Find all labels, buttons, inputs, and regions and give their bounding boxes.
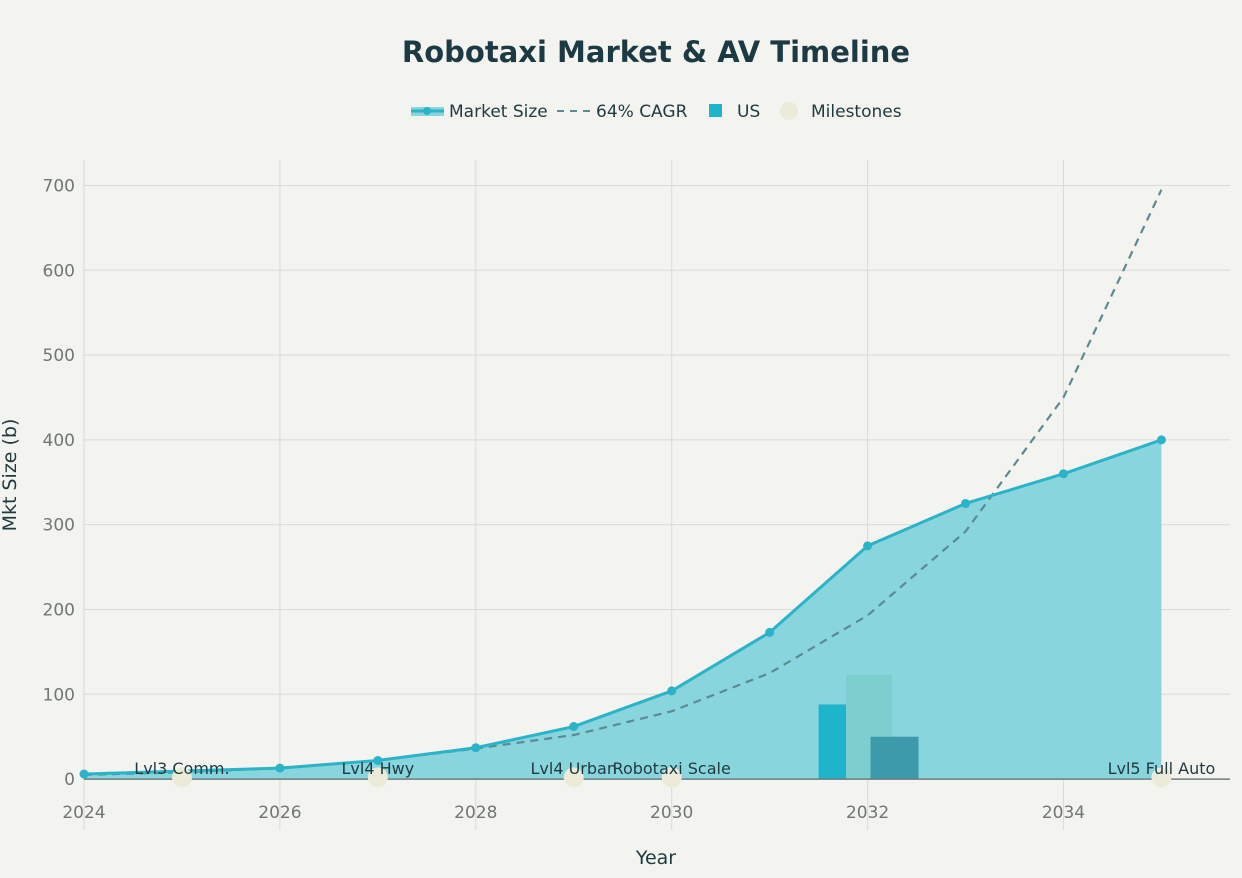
y-tick-label-400: 400	[43, 431, 75, 451]
y-tick-label-500: 500	[43, 346, 75, 366]
market-size-point-2027	[373, 755, 383, 765]
x-tick-label-2024: 2024	[62, 803, 105, 823]
x-tick-label-2032: 2032	[846, 803, 889, 823]
axis-ticks: 0 100 200 300 400 500 600 700 2024 2026 2028 2030 20…	[43, 176, 1086, 823]
market-size-line	[79, 435, 1166, 779]
milestone-label-0: Lvl3 Comm.	[134, 759, 229, 778]
x-tick-label-2034: 2034	[1042, 803, 1085, 823]
legend: Market Size 64% CAGR US Milestones	[411, 102, 902, 122]
milestone-marker-2	[563, 767, 584, 788]
market-size-point-2032	[863, 541, 873, 551]
legend-label-market-size: Market Size	[449, 102, 548, 122]
milestone-label-1: Lvl4 Hwy	[342, 759, 415, 778]
x-tick-label-2030: 2030	[650, 803, 693, 823]
us-bar-2	[870, 736, 919, 780]
milestone-marker-0	[171, 767, 192, 788]
y-tick-label-200: 200	[43, 600, 75, 620]
x-tick-label-2026: 2026	[258, 803, 301, 823]
cagr-dashed-line	[83, 189, 1163, 776]
us-bars	[818, 674, 919, 780]
milestone-marker-3	[661, 767, 682, 788]
market-size-point-2028	[471, 743, 481, 753]
milestone-marker-4	[1151, 767, 1172, 788]
milestone-marker-1	[367, 767, 388, 788]
x-axis-title: Year	[635, 847, 676, 869]
market-size-point-2024	[79, 769, 89, 779]
legend-item-market-size[interactable]: Market Size	[411, 102, 548, 122]
market-size-point-2033	[961, 498, 971, 508]
milestone-label-3: Robotaxi Scale	[613, 759, 731, 778]
y-tick-label-100: 100	[43, 685, 75, 705]
legend-item-milestones[interactable]: Milestones	[780, 102, 902, 122]
cagr-line	[83, 189, 1163, 776]
us-bar-0	[818, 704, 847, 780]
legend-item-us[interactable]: US	[709, 102, 760, 122]
y-tick-label-0: 0	[64, 770, 75, 790]
legend-item-cagr[interactable]: 64% CAGR	[557, 102, 688, 122]
x-tick-label-2028: 2028	[454, 803, 497, 823]
y-tick-label-700: 700	[43, 176, 75, 196]
y-axis-title: Mkt Size (b)	[0, 419, 21, 532]
legend-label-cagr: 64% CAGR	[596, 102, 688, 122]
market-size-point-2026	[275, 763, 285, 773]
legend-square-swatch	[709, 104, 722, 117]
market-size-point-2029	[569, 722, 579, 732]
milestone-label-4: Lvl5 Full Auto	[1108, 759, 1216, 778]
y-tick-label-600: 600	[43, 261, 75, 281]
y-tick-label-300: 300	[43, 516, 75, 536]
market-size-point-2034	[1058, 469, 1068, 479]
market-size-point-2030	[667, 686, 677, 696]
legend-point-swatch	[423, 107, 431, 115]
legend-dot-swatch	[780, 102, 798, 120]
milestone-label-2: Lvl4 Urban	[531, 759, 617, 778]
chart-title: Robotaxi Market & AV Timeline	[402, 35, 910, 69]
market-size-point-2035	[1156, 435, 1166, 445]
market-size-point-2031	[765, 627, 775, 637]
legend-label-milestones: Milestones	[811, 102, 902, 122]
legend-label-us: US	[737, 102, 760, 122]
